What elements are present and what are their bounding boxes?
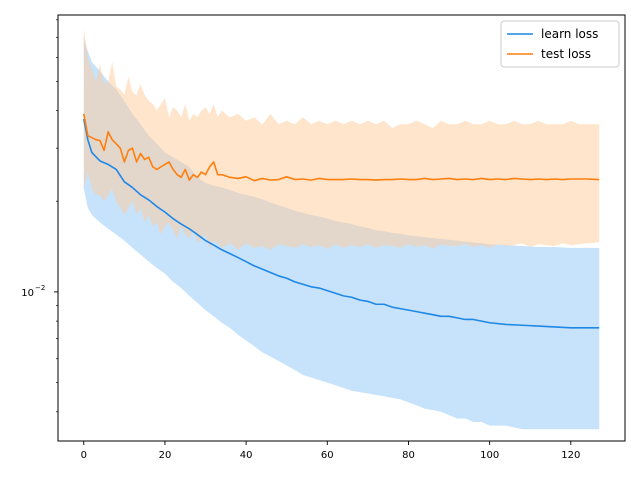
x-axis: 0 20 40 60 80 100 120: [81, 441, 580, 461]
x-tick-label: 80: [402, 450, 415, 461]
y-tick-label-base: 10: [21, 288, 34, 299]
x-tick-label: 100: [480, 450, 499, 461]
x-tick-label: 60: [321, 450, 334, 461]
y-axis: 10 −2: [21, 19, 58, 413]
plot-area-frame: [57, 14, 626, 442]
learn-loss-line: [82, 118, 600, 329]
test-loss-band: [83, 28, 600, 250]
legend-label-test-loss: test loss: [541, 47, 591, 61]
x-tick-label: 0: [81, 450, 87, 461]
confidence-bands: [83, 28, 600, 430]
series-lines: [82, 113, 600, 329]
x-tick-label: 120: [561, 450, 580, 461]
test-loss-line: [82, 113, 600, 182]
legend-label-learn-loss: learn loss: [541, 27, 598, 41]
x-tick-label: 20: [159, 450, 172, 461]
legend: learn loss test loss: [500, 20, 620, 68]
legend-box: [500, 20, 620, 68]
x-tick-label: 40: [240, 450, 253, 461]
y-tick-label-exponent: −2: [35, 284, 45, 292]
